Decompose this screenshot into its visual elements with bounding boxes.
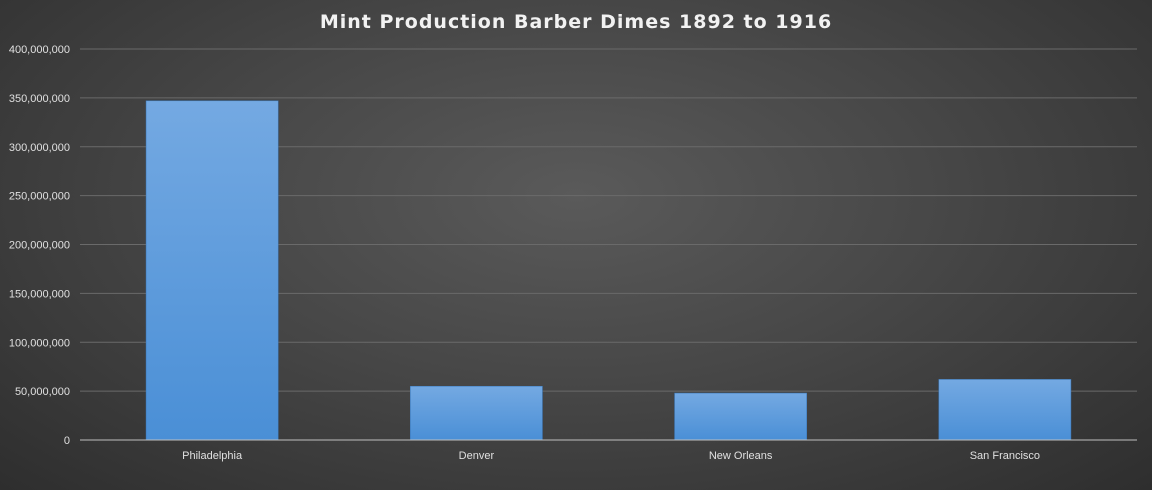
chart-title: Mint Production Barber Dimes 1892 to 191…	[319, 11, 833, 33]
x-tick-label: Denver	[459, 450, 495, 462]
x-tick-label: New Orleans	[709, 450, 773, 462]
y-tick-label: 100,000,000	[9, 337, 70, 349]
bar-denver	[410, 385, 543, 441]
bar-san-francisco	[938, 379, 1072, 441]
y-tick-label: 250,000,000	[9, 191, 70, 203]
y-tick-label: 300,000,000	[9, 142, 70, 154]
y-tick-label: 350,000,000	[9, 93, 70, 105]
x-tick-label: San Francisco	[970, 450, 1040, 462]
gridlines	[80, 48, 1137, 392]
y-axis-tick-labels: 0 50,000,000 100,000,000 150,000,000 200,000…	[9, 44, 70, 447]
bars	[145, 100, 1072, 441]
y-tick-label: 200,000,000	[9, 240, 70, 252]
y-tick-label: 400,000,000	[9, 44, 70, 56]
y-tick-label: 50,000,000	[15, 386, 70, 398]
x-axis-tick-labels: Philadelphia Denver New Orleans San Francis…	[182, 450, 1040, 462]
bar-philadelphia	[145, 100, 279, 441]
x-tick-label: Philadelphia	[182, 450, 243, 462]
y-tick-label: 150,000,000	[9, 288, 70, 300]
bar-new-orleans	[674, 392, 807, 441]
y-tick-label: 0	[64, 435, 70, 447]
